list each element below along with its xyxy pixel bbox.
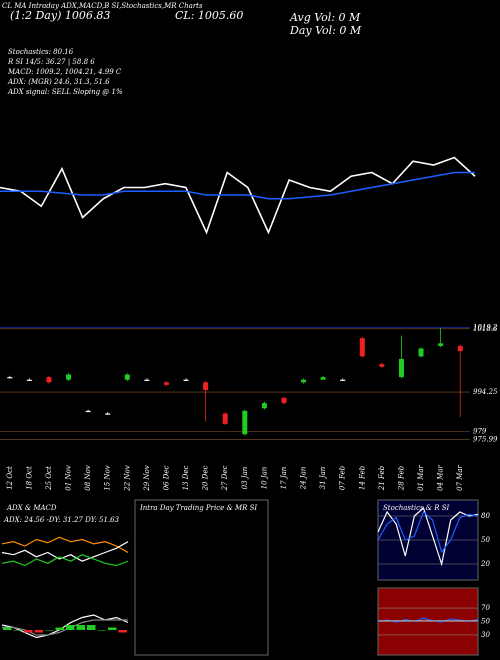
candle-body (301, 379, 307, 383)
histogram-bar (3, 627, 12, 630)
histogram-bar (66, 625, 75, 630)
x-tick-label: 22 Nov (123, 465, 131, 491)
x-tick-label: 27 Dec (221, 466, 229, 492)
histogram-bar (108, 627, 117, 630)
x-tick-label: 28 Feb (397, 465, 405, 491)
series-line (377, 510, 479, 554)
candle-body (7, 377, 13, 379)
candle-body (320, 377, 326, 380)
y-tick-label: 994.25 (473, 388, 498, 396)
x-tick-label: 31 Jan (319, 466, 327, 489)
series-line (377, 506, 479, 567)
stat: MACD: 1009.2, 1004.21, 4.99 C (7, 68, 122, 76)
x-tick-label: 07 Mar (456, 464, 464, 490)
y-tick-label: 979 (473, 428, 487, 436)
x-tick-label: 07 Feb (339, 465, 347, 490)
stat: ADX signal: SELL Sloping @ 1% (7, 88, 123, 96)
candle-body (281, 397, 287, 404)
panel-title: Intra Day Trading Price & MR SI (139, 504, 257, 512)
candle-body (124, 374, 130, 380)
avg-vol: Avg Vol: 0 M (289, 11, 361, 24)
histogram-bar (76, 625, 85, 630)
y-tick-label: 975.99 (473, 435, 498, 443)
candle-body (144, 379, 150, 381)
x-tick-label: 04 Mar (437, 464, 445, 490)
series-line (1, 541, 129, 562)
x-tick-label: 06 Dec (162, 466, 170, 491)
x-tick-label: 01 Mar (417, 464, 425, 490)
y-tick-label: 1019.2 (473, 323, 498, 331)
histogram-bar (55, 627, 64, 630)
histogram-bar (34, 630, 43, 633)
series-line (2, 619, 128, 636)
candle-body (457, 345, 463, 352)
candle-body (379, 364, 385, 367)
x-tick-label: 03 Jan (241, 466, 249, 489)
x-tick-label: 24 Jan (300, 466, 308, 490)
stat: Stochastics: 80.16 (8, 48, 74, 56)
candle-body (438, 343, 444, 346)
x-tick-label: 01 Nov (65, 465, 73, 490)
y-tick-label: 1018.6 (473, 325, 498, 333)
candle-body (261, 403, 267, 409)
y-tick-label: 50 (481, 618, 490, 626)
x-tick-label: 12 Oct (6, 466, 14, 490)
x-tick-label: 15 Nov (104, 465, 112, 490)
stat: ADX: (MGR) 24.6, 31.3, 51.6 (7, 78, 110, 86)
day-vol: Day Vol: 0 M (289, 24, 362, 37)
stat: R SI 14/5: 36.27 | 58.8 6 (7, 58, 95, 66)
histogram-bar (45, 630, 54, 631)
x-tick-label: 18 Oct (25, 466, 33, 490)
candle-body (26, 379, 32, 381)
close-text: CL: 1005.60 (175, 9, 243, 22)
histogram-bar (87, 625, 96, 630)
histogram-bar (118, 630, 127, 633)
x-tick-label: 13 Dec (182, 466, 190, 491)
x-tick-label: 20 Dec (202, 466, 210, 492)
candle-body (183, 379, 189, 381)
x-tick-label: 14 Feb (358, 465, 366, 490)
panel-title: ADX & MACD (6, 504, 57, 512)
y-tick-label: 20 (480, 560, 490, 568)
candle-body (398, 358, 404, 378)
series-line (0, 156, 476, 235)
top-text: CL MA Intraday ADX,MACD,B SI,Stochastics… (2, 2, 203, 10)
x-tick-label: 10 Jan (260, 466, 268, 489)
x-tick-label: 25 Oct (45, 466, 53, 491)
x-tick-label: 29 Nov (143, 465, 151, 491)
x-tick-label: 21 Feb (378, 465, 386, 491)
candle-body (359, 338, 365, 357)
histogram-bar (13, 630, 22, 631)
x-tick-label: 08 Nov (84, 465, 92, 490)
candle-body (66, 374, 72, 380)
y-tick-label: 80 (481, 512, 490, 520)
histogram-bar (97, 630, 106, 631)
x-tick-label: 17 Jan (280, 466, 288, 489)
candle-body (418, 348, 424, 357)
histogram-bar (24, 630, 33, 633)
candle-body (85, 410, 91, 413)
candle-body (340, 379, 346, 381)
series-line (0, 171, 475, 200)
panel-border (134, 499, 269, 656)
series-line (1, 536, 129, 554)
candle-body (242, 410, 248, 435)
candle-body (105, 413, 111, 415)
panel-subtitle: ADX: 24.56 -DY: 31.27 DY: 51.63 (3, 516, 120, 524)
y-tick-label: 70 (481, 604, 490, 612)
candle-body (163, 382, 169, 385)
candle-body (203, 382, 209, 391)
panel-title: Stochastics & R SI (383, 504, 450, 512)
candle-body (46, 377, 52, 383)
series-line (1, 554, 129, 567)
y-tick-label: 30 (481, 631, 490, 639)
y-tick-label: 50 (481, 536, 490, 544)
price-text: (1:2 Day) 1006.83 (10, 9, 110, 22)
candle-body (222, 413, 228, 424)
